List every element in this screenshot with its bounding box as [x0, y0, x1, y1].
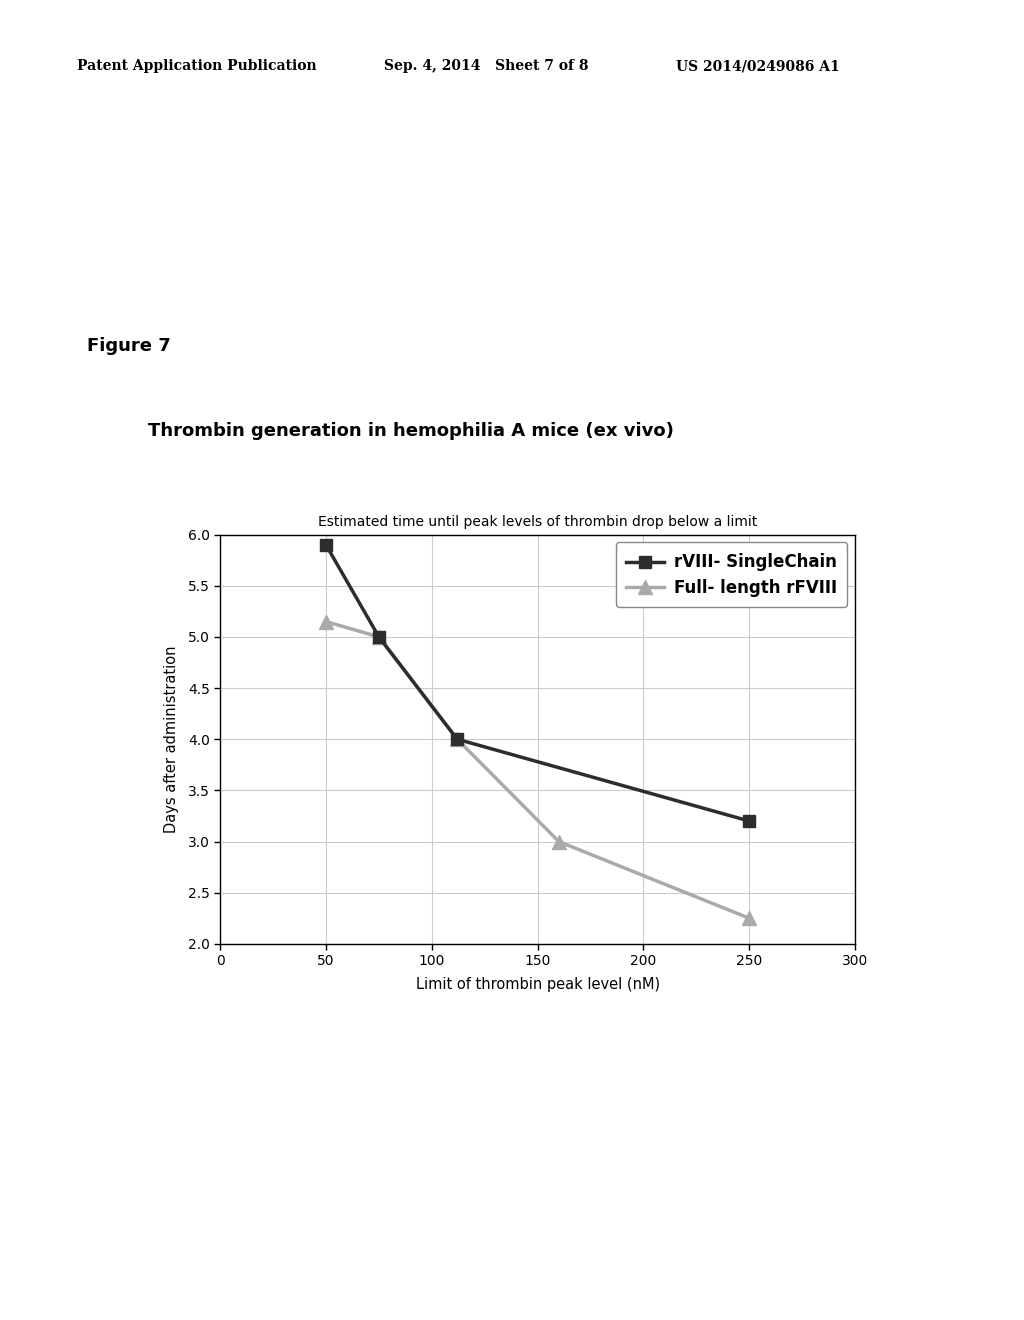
Text: Sep. 4, 2014   Sheet 7 of 8: Sep. 4, 2014 Sheet 7 of 8 — [384, 59, 589, 74]
Text: Thrombin generation in hemophilia A mice (ex vivo): Thrombin generation in hemophilia A mice… — [148, 422, 675, 441]
Text: Figure 7: Figure 7 — [87, 337, 171, 355]
Text: Patent Application Publication: Patent Application Publication — [77, 59, 316, 74]
Title: Estimated time until peak levels of thrombin drop below a limit: Estimated time until peak levels of thro… — [318, 515, 757, 529]
Text: US 2014/0249086 A1: US 2014/0249086 A1 — [676, 59, 840, 74]
Y-axis label: Days after administration: Days after administration — [165, 645, 179, 833]
Legend: rVIII- SingleChain, Full- length rFVIII: rVIII- SingleChain, Full- length rFVIII — [615, 543, 848, 607]
X-axis label: Limit of thrombin peak level (nM): Limit of thrombin peak level (nM) — [416, 977, 659, 991]
